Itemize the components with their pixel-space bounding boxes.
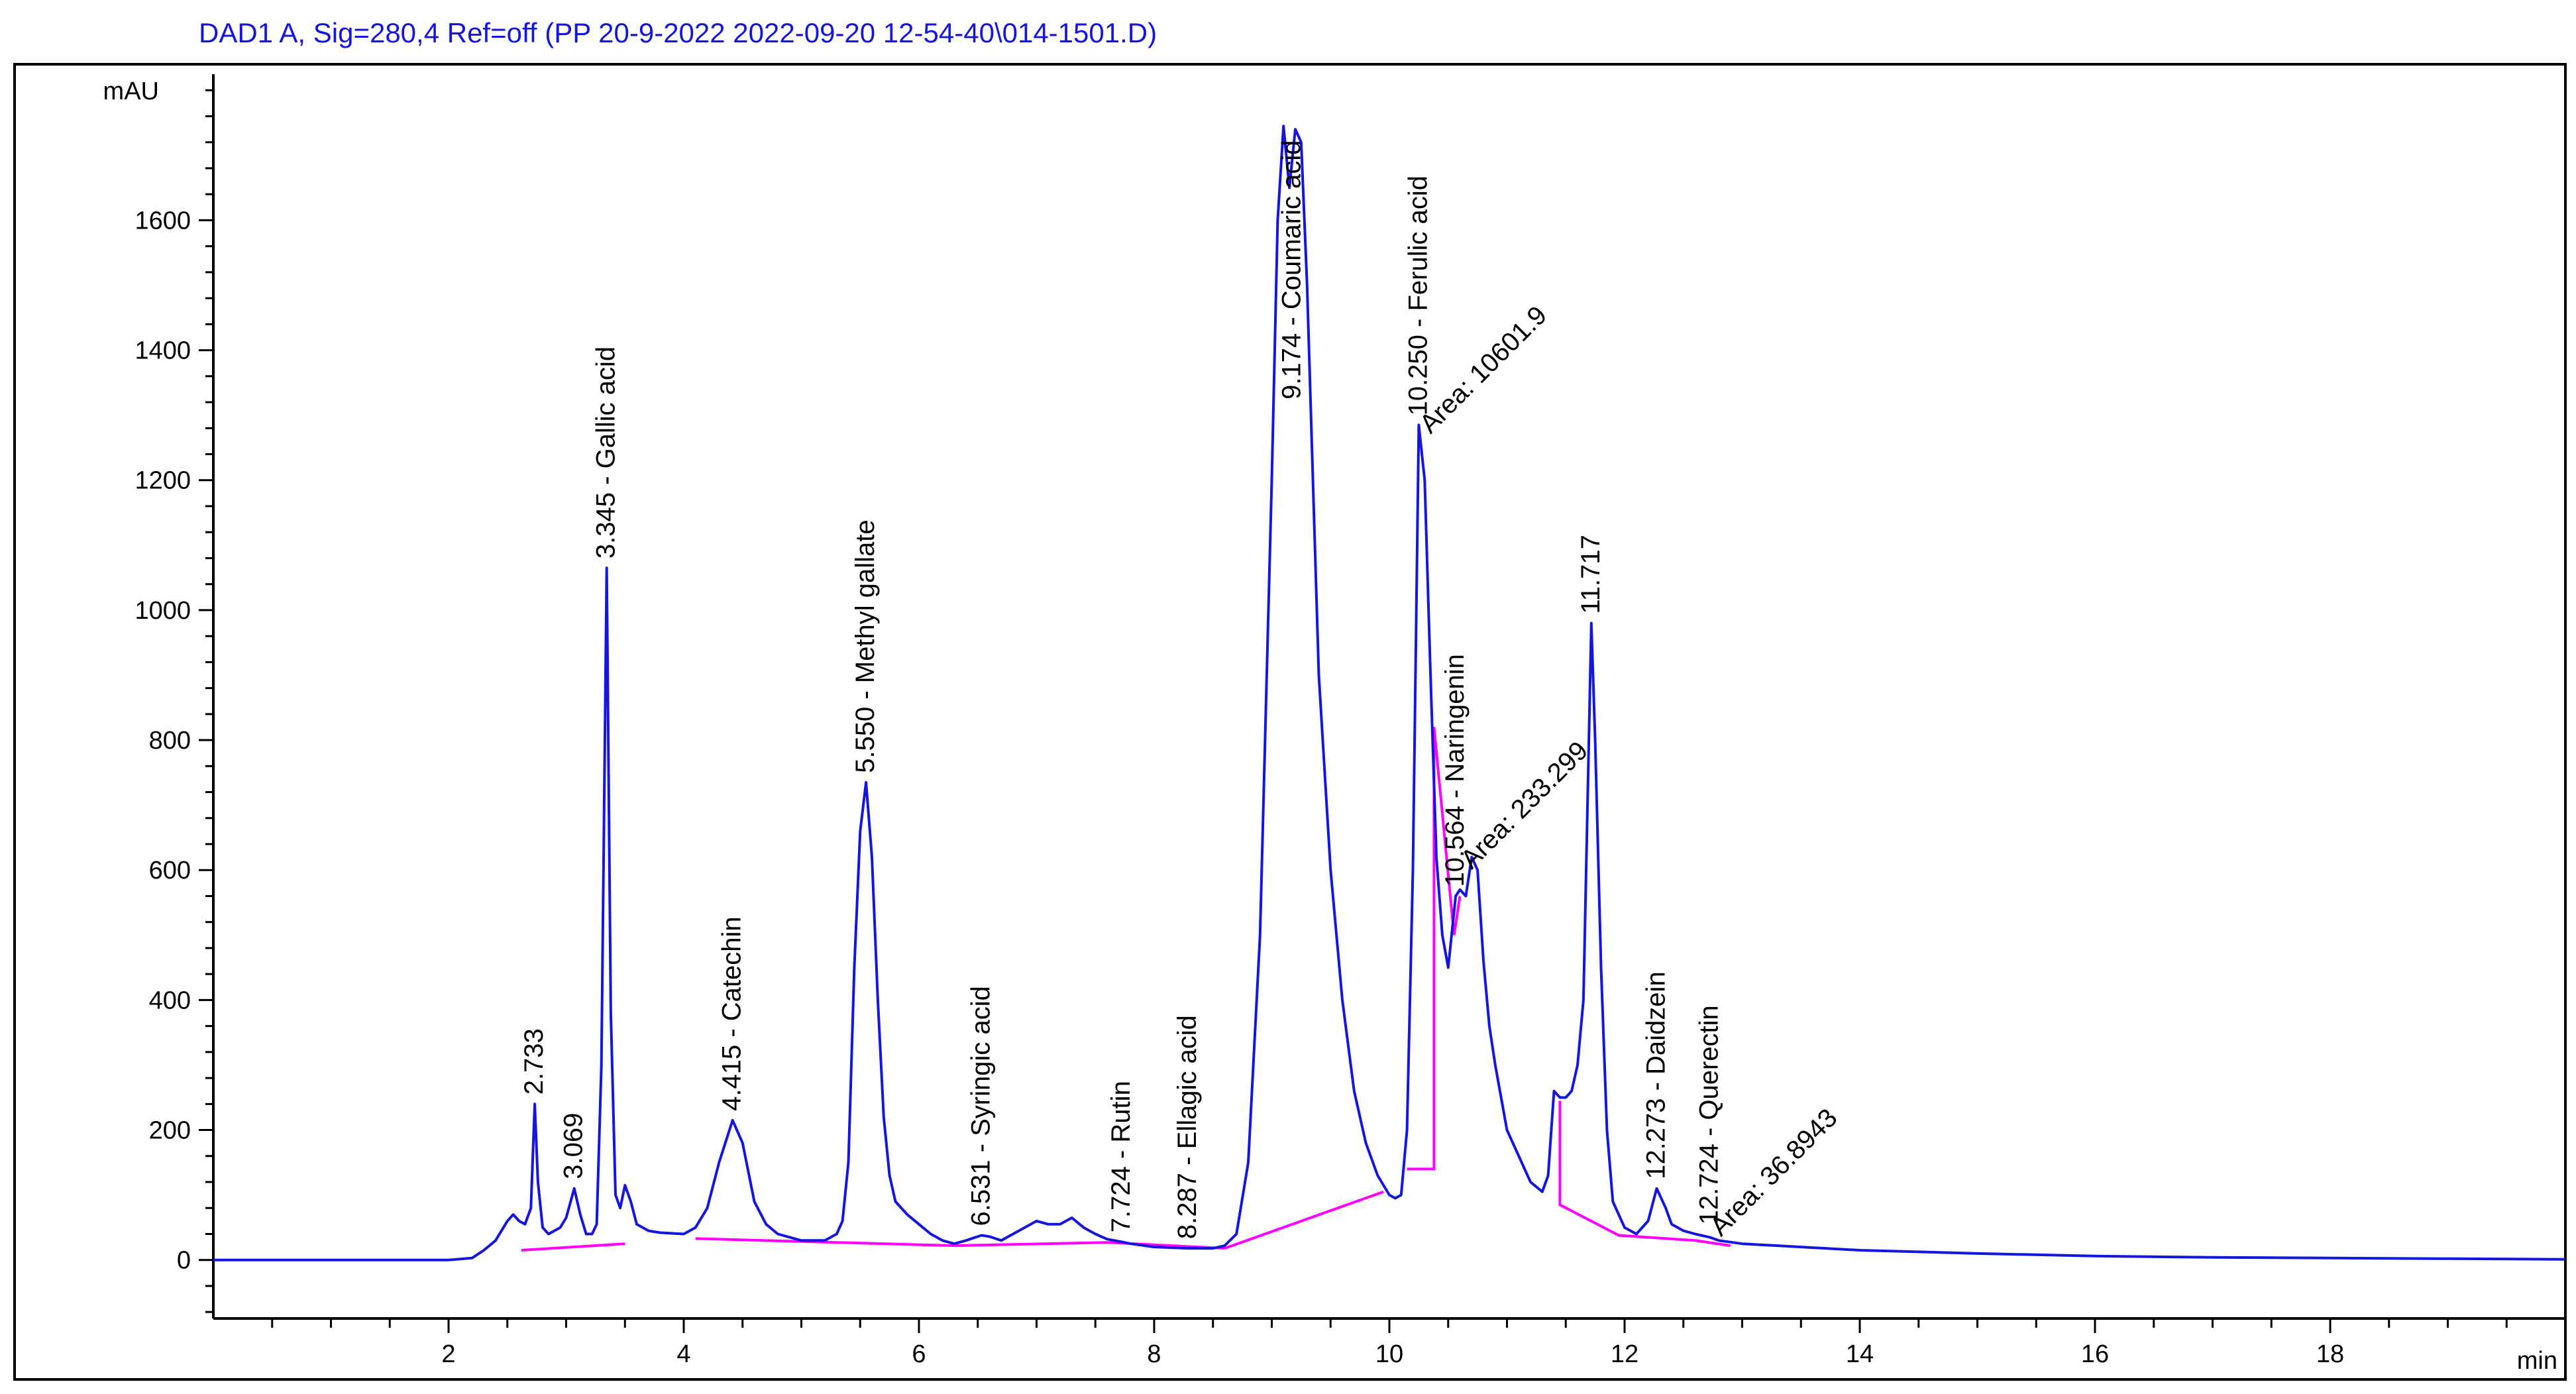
area-label: Area: 233.299 [1456, 736, 1594, 875]
peak-label: 3.345 - Gallic acid [592, 347, 621, 559]
y-tick-label: 400 [149, 987, 191, 1014]
signal-line [213, 125, 2566, 1261]
peak-label: 5.550 - Methyl gallate [851, 519, 880, 773]
peak-label: 2.733 [519, 1028, 549, 1095]
peak-label: 12.724 - Querectin [1694, 1005, 1723, 1224]
peak-label: 9.174 - Coumaric acid [1277, 140, 1306, 400]
peak-label: 10.250 - Ferulic acid [1403, 176, 1432, 415]
x-tick-label: 6 [912, 1340, 926, 1368]
x-tick-label: 10 [1375, 1340, 1403, 1368]
area-label: Area: 10601.9 [1414, 301, 1552, 439]
peak-label: 11.717 [1576, 535, 1605, 614]
plot-frame [13, 63, 2567, 1381]
x-tick-label: 16 [2081, 1340, 2109, 1368]
y-tick-label: 800 [149, 727, 191, 755]
x-tick-label: 8 [1147, 1340, 1161, 1368]
baseline-segment [1558, 1100, 1731, 1248]
peak-label: 10.564 - Naringenin [1440, 654, 1470, 886]
x-tick-label: 18 [2316, 1340, 2344, 1368]
y-tick-label: 1400 [134, 337, 191, 365]
y-tick-label: 200 [149, 1117, 191, 1145]
x-tick-label: 2 [441, 1340, 455, 1368]
peak-label: 8.287 - Ellagic acid [1173, 1015, 1202, 1239]
y-tick-label: 1200 [134, 467, 191, 495]
x-tick-label: 14 [1846, 1340, 1874, 1368]
y-tick-label: 600 [149, 857, 191, 885]
x-tick-label: 12 [1611, 1340, 1638, 1368]
peak-label: 7.724 - Rutin [1106, 1081, 1136, 1232]
signal-trace [213, 125, 2566, 1261]
area-label: Area: 36.8943 [1705, 1103, 1843, 1242]
axes: 0 200 400 600 800 1000 1200 1400 1600 2 4 6 8 10 12 14 1… [134, 74, 2565, 1368]
baseline-segment [695, 1237, 955, 1248]
y-tick-label: 1000 [134, 597, 191, 625]
baseline-segment [521, 1242, 625, 1252]
y-axis-label: mAU [103, 78, 159, 105]
peak-label: 4.415 - Catechin [718, 916, 747, 1111]
peak-labels: 2.733 3.069 3.345 - Gallic acid 4.415 - Cat… [519, 140, 1843, 1242]
peak-label: 12.273 - Daidzein [1642, 971, 1671, 1179]
y-tick-label: 1600 [134, 207, 191, 235]
baseline-segment [1407, 727, 1462, 1171]
peak-label: 3.069 [559, 1113, 588, 1179]
x-axis-label: min [2517, 1347, 2557, 1375]
peak-label: 6.531 - Syringic acid [966, 986, 995, 1226]
y-tick-label: 0 [177, 1247, 191, 1275]
baseline-segment [1224, 1190, 1384, 1250]
chart-title: DAD1 A, Sig=280,4 Ref=off (PP 20-9-2022 … [199, 17, 1157, 48]
baseline-segment [954, 1241, 1108, 1248]
x-tick-label: 4 [676, 1340, 690, 1368]
